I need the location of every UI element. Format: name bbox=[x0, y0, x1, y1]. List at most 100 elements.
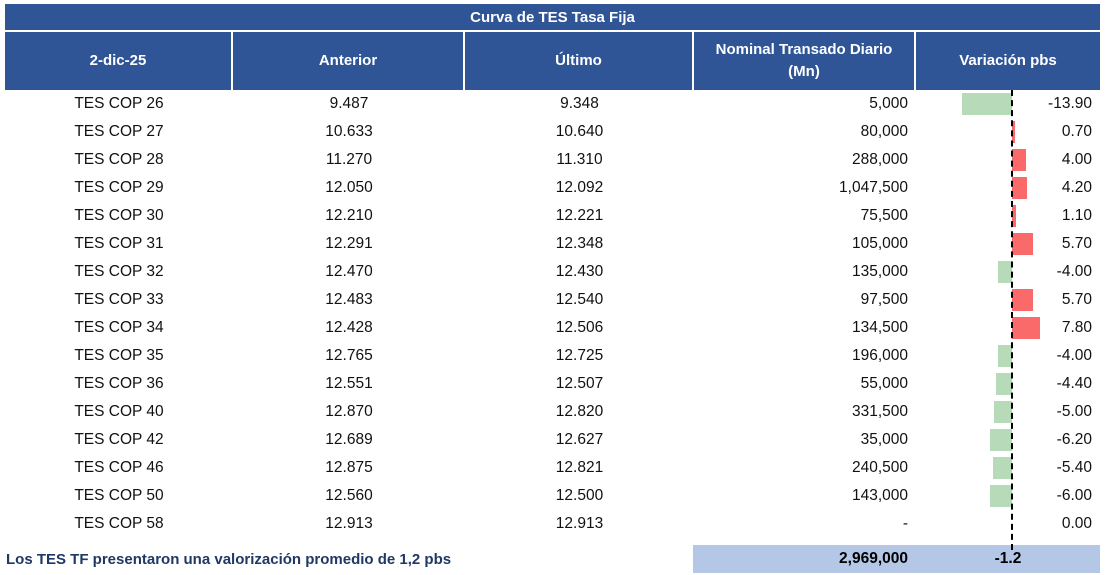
header-variacion: Variación pbs bbox=[916, 32, 1100, 90]
anterior-value: 12.210 bbox=[325, 207, 373, 224]
nominal-value: 80,000 bbox=[860, 123, 908, 140]
row-label: TES COP 26 bbox=[74, 95, 164, 112]
table-row: TES COP 33 12.483 12.540 97,500 5.70 bbox=[5, 286, 1100, 314]
ultimo-value: 12.500 bbox=[555, 487, 604, 504]
ultimo-value: 11.310 bbox=[556, 151, 603, 168]
anterior-value: 12.483 bbox=[325, 291, 373, 308]
average-variacion: -1.2 bbox=[916, 545, 1100, 573]
table-row: TES COP 26 9.487 9.348 5,000 -13.90 bbox=[5, 90, 1100, 118]
variacion-value: 7.80 bbox=[1061, 319, 1092, 336]
nominal-value: 97,500 bbox=[860, 291, 908, 308]
nominal-value: 105,000 bbox=[851, 235, 908, 252]
ultimo-value: 12.221 bbox=[555, 207, 604, 224]
ultimo-value: 12.540 bbox=[555, 291, 604, 308]
variacion-value: 5.70 bbox=[1061, 235, 1092, 252]
row-label: TES COP 36 bbox=[74, 375, 164, 392]
variacion-value: 0.00 bbox=[1061, 515, 1092, 532]
row-label: TES COP 30 bbox=[74, 207, 164, 224]
row-label: TES COP 32 bbox=[74, 263, 164, 280]
anterior-value: 9.487 bbox=[329, 95, 369, 112]
anterior-value: 12.050 bbox=[325, 179, 373, 196]
ultimo-value: 12.820 bbox=[555, 403, 604, 420]
variacion-cell: 4.00 bbox=[916, 146, 1100, 174]
nominal-value: 5,000 bbox=[869, 95, 908, 112]
variacion-bar bbox=[997, 261, 1012, 283]
table-row: TES COP 34 12.428 12.506 134,500 7.80 bbox=[5, 314, 1100, 342]
variacion-cell: 7.80 bbox=[916, 314, 1100, 342]
variacion-cell: -4.40 bbox=[916, 370, 1100, 398]
ultimo-value: 12.430 bbox=[555, 263, 604, 280]
footer-row: Los TES TF presentaron una valorización … bbox=[5, 545, 1100, 573]
variacion-cell: 5.70 bbox=[916, 230, 1100, 258]
variacion-cell: -4.00 bbox=[916, 342, 1100, 370]
variacion-bar bbox=[1012, 149, 1027, 171]
anterior-value: 12.470 bbox=[325, 263, 373, 280]
variacion-bar bbox=[989, 429, 1012, 451]
variacion-cell: 5.70 bbox=[916, 286, 1100, 314]
row-label: TES COP 58 bbox=[74, 515, 164, 532]
header-anterior: Anterior bbox=[233, 32, 465, 90]
header-row: 2-dic-25 Anterior Último Nominal Transad… bbox=[5, 32, 1100, 90]
nominal-value: 35,000 bbox=[860, 431, 908, 448]
anterior-value: 12.689 bbox=[325, 431, 373, 448]
variacion-value: 1.10 bbox=[1061, 207, 1092, 224]
variacion-value: -13.90 bbox=[1048, 95, 1092, 112]
table-row: TES COP 27 10.633 10.640 80,000 0.70 bbox=[5, 118, 1100, 146]
row-label: TES COP 42 bbox=[74, 431, 164, 448]
variacion-bar bbox=[996, 373, 1012, 395]
variacion-bar bbox=[1012, 205, 1016, 227]
table-row: TES COP 40 12.870 12.820 331,500 -5.00 bbox=[5, 398, 1100, 426]
nominal-value: 331,500 bbox=[851, 403, 908, 420]
variacion-value: -5.40 bbox=[1056, 459, 1092, 476]
ultimo-value: 12.506 bbox=[555, 319, 604, 336]
variacion-bar bbox=[1012, 121, 1015, 143]
variacion-bar bbox=[1012, 233, 1033, 255]
nominal-value: 55,000 bbox=[860, 375, 908, 392]
anterior-value: 12.560 bbox=[325, 487, 373, 504]
nominal-value: 1,047,500 bbox=[839, 179, 908, 196]
variacion-bar bbox=[1012, 289, 1033, 311]
variacion-value: 5.70 bbox=[1061, 291, 1092, 308]
variacion-value: -6.00 bbox=[1056, 487, 1092, 504]
variacion-bar bbox=[1012, 177, 1028, 199]
variacion-cell: -4.00 bbox=[916, 258, 1100, 286]
variacion-value: 4.00 bbox=[1061, 151, 1092, 168]
variacion-cell: 0.00 bbox=[916, 510, 1100, 538]
nominal-value: 240,500 bbox=[851, 459, 908, 476]
ultimo-value: 10.640 bbox=[555, 123, 604, 140]
variacion-cell: -13.90 bbox=[916, 90, 1100, 118]
ultimo-value: 9.348 bbox=[560, 95, 599, 112]
ultimo-value: 12.627 bbox=[555, 431, 604, 448]
variacion-value: -5.00 bbox=[1056, 403, 1092, 420]
total-nominal: 2,969,000 bbox=[693, 545, 916, 573]
variacion-cell: 0.70 bbox=[916, 118, 1100, 146]
anterior-value: 12.875 bbox=[325, 459, 373, 476]
header-nominal: Nominal Transado Diario (Mn) bbox=[694, 32, 916, 90]
variacion-cell: -6.20 bbox=[916, 426, 1100, 454]
tes-table: Curva de TES Tasa Fija 2-dic-25 Anterior… bbox=[5, 4, 1100, 573]
table-row: TES COP 35 12.765 12.725 196,000 -4.00 bbox=[5, 342, 1100, 370]
ultimo-value: 12.725 bbox=[555, 347, 604, 364]
table-row: TES COP 46 12.875 12.821 240,500 -5.40 bbox=[5, 454, 1100, 482]
table-row: TES COP 32 12.470 12.430 135,000 -4.00 bbox=[5, 258, 1100, 286]
anterior-value: 12.765 bbox=[325, 347, 373, 364]
ultimo-value: 12.092 bbox=[555, 179, 604, 196]
anterior-value: 12.428 bbox=[325, 319, 373, 336]
nominal-value: 196,000 bbox=[851, 347, 908, 364]
table-body: TES COP 26 9.487 9.348 5,000 -13.90 TES … bbox=[5, 90, 1100, 538]
row-label: TES COP 40 bbox=[74, 403, 164, 420]
variacion-value: -4.40 bbox=[1056, 375, 1092, 392]
row-label: TES COP 27 bbox=[74, 123, 164, 140]
variacion-value: -4.00 bbox=[1056, 347, 1092, 364]
row-label: TES COP 34 bbox=[74, 319, 164, 336]
row-label: TES COP 31 bbox=[74, 235, 164, 252]
nominal-value: - bbox=[902, 515, 908, 532]
variacion-cell: 4.20 bbox=[916, 174, 1100, 202]
variacion-bar bbox=[1012, 317, 1041, 339]
anterior-value: 12.551 bbox=[325, 375, 373, 392]
ultimo-value: 12.821 bbox=[555, 459, 604, 476]
nominal-value: 135,000 bbox=[851, 263, 908, 280]
header-date: 2-dic-25 bbox=[5, 32, 233, 90]
nominal-value: 288,000 bbox=[851, 151, 908, 168]
nominal-value: 75,500 bbox=[860, 207, 908, 224]
